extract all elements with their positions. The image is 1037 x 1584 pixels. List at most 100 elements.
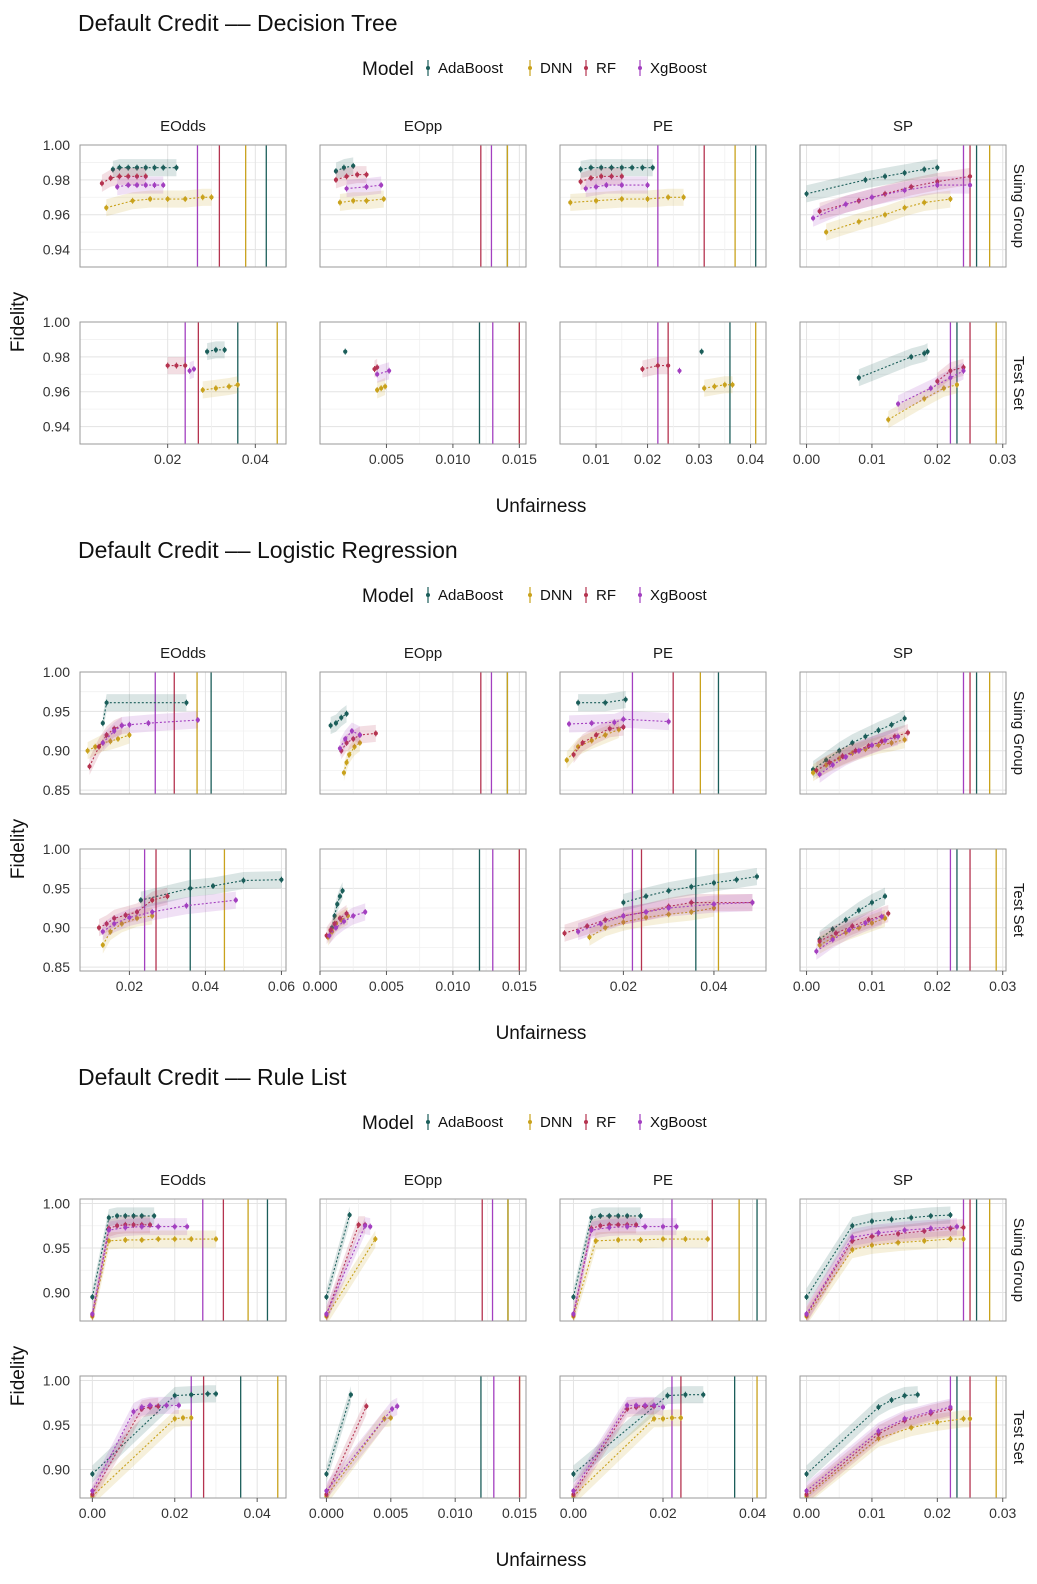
data-point-adaboost xyxy=(689,884,694,889)
series-line-dnn xyxy=(704,384,733,389)
confidence-band-adaboost xyxy=(573,1386,704,1483)
confidence-band-adaboost xyxy=(858,343,928,387)
data-point-dnn xyxy=(127,732,132,738)
x-tick-label: 0.04 xyxy=(242,451,269,467)
data-point-xgboost xyxy=(645,182,650,188)
panel-sp-test-set: 0.00 0.01 0.02 0.03 xyxy=(793,1375,1017,1521)
legend-label-rf: RF xyxy=(596,587,616,604)
confidence-band-dnn xyxy=(106,188,212,217)
series-line-xgboost xyxy=(812,184,971,219)
data-point-dnn xyxy=(587,935,592,940)
data-point-xgboost xyxy=(571,1488,576,1493)
confidence-band-rf xyxy=(819,167,971,220)
x-tick-label: 0.01 xyxy=(858,451,885,467)
y-tick-label: 0.94 xyxy=(43,242,70,258)
data-point-rf xyxy=(90,1492,95,1497)
data-point-dnn xyxy=(869,920,875,926)
data-point-xgboost xyxy=(876,1230,881,1235)
series-line-xgboost xyxy=(102,899,236,933)
data-point-rf xyxy=(375,365,380,370)
data-point-xgboost xyxy=(902,1416,907,1421)
panel-plot-area xyxy=(571,1199,758,1321)
data-point-xgboost xyxy=(856,748,861,753)
legend-label-xgboost: XgBoost xyxy=(650,587,708,604)
data-point-adaboost xyxy=(603,700,608,705)
data-point-xgboost xyxy=(324,1311,329,1316)
data-point-dnn xyxy=(876,743,881,748)
confidence-band-adaboost xyxy=(578,691,626,712)
data-point-dnn xyxy=(373,1236,378,1242)
data-point-dnn xyxy=(93,744,98,749)
chart-block-0: Default Credit –– Decision Tree Model AdaB… xyxy=(8,10,1027,517)
panel-plot-area xyxy=(328,672,509,794)
confidence-band-dnn xyxy=(806,1410,971,1498)
data-point-adaboost xyxy=(665,1393,670,1398)
panel-eopp-test-set: 0.000 0.005 0.010 0.015 xyxy=(302,848,537,994)
data-point-xgboost xyxy=(357,732,362,738)
panel-background xyxy=(80,849,286,971)
data-point-xgboost xyxy=(869,743,875,748)
data-point-xgboost xyxy=(106,1228,111,1233)
data-point-xgboost xyxy=(333,925,339,930)
data-point-dnn xyxy=(616,727,621,732)
data-point-xgboost xyxy=(850,1235,855,1240)
y-tick-label: 1.00 xyxy=(43,314,70,330)
data-point-xgboost xyxy=(642,1403,648,1408)
data-point-dnn xyxy=(156,1236,161,1242)
data-point-adaboost xyxy=(174,165,179,170)
confidence-band-adaboost xyxy=(92,1385,216,1483)
data-point-dnn xyxy=(643,915,649,920)
data-point-xgboost xyxy=(343,736,348,742)
data-point-rf xyxy=(882,191,888,196)
data-point-adaboost xyxy=(588,165,594,170)
confidence-band-dnn xyxy=(704,376,733,397)
data-point-xgboost xyxy=(127,915,132,920)
data-point-xgboost xyxy=(146,721,151,726)
panel-border xyxy=(79,144,287,268)
panel-eopp-suing-group xyxy=(319,671,527,795)
data-point-rf xyxy=(150,898,155,903)
data-point-adaboost xyxy=(341,165,347,170)
data-point-rf xyxy=(850,1238,855,1243)
data-point-xgboost xyxy=(882,738,888,743)
data-point-xgboost xyxy=(368,1224,373,1229)
data-point-adaboost xyxy=(683,1392,688,1397)
confidence-band-adaboost xyxy=(92,1207,155,1306)
series-line-rf xyxy=(325,1406,367,1495)
data-point-dnn xyxy=(593,1238,598,1243)
data-point-dnn xyxy=(941,386,946,391)
confidence-band-dnn xyxy=(570,188,684,212)
data-point-xgboost xyxy=(364,184,369,189)
panel-plot-area xyxy=(85,672,212,794)
data-point-xgboost xyxy=(928,1226,933,1231)
x-tick-label: 0.02 xyxy=(924,1505,951,1521)
series-line-adaboost xyxy=(573,1394,704,1475)
confidence-band-rf xyxy=(326,1397,367,1498)
data-point-xgboost xyxy=(589,721,594,726)
data-point-dnn xyxy=(722,382,727,387)
data-point-adaboost xyxy=(609,165,614,170)
data-point-adaboost xyxy=(598,1213,603,1219)
series-line-rf xyxy=(335,174,367,181)
data-point-xgboost xyxy=(583,186,588,191)
panel-plot-area xyxy=(343,322,521,444)
confidence-band-xgboost xyxy=(585,176,648,198)
x-tick-label: 0.01 xyxy=(858,978,885,994)
data-point-xgboost xyxy=(817,772,822,777)
data-point-adaboost xyxy=(184,700,189,705)
data-point-rf xyxy=(594,732,599,738)
confidence-band-dnn xyxy=(339,190,384,212)
panel-eodds-test-set: 0.00 0.02 0.04 xyxy=(79,1375,287,1521)
data-point-xgboost xyxy=(375,372,380,377)
data-point-rf xyxy=(117,174,122,179)
data-point-rf xyxy=(599,174,604,179)
data-point-rf xyxy=(869,1234,875,1239)
panel-plot-area xyxy=(810,672,991,794)
data-point-xgboost xyxy=(902,188,907,193)
confidence-band-xgboost xyxy=(377,362,390,383)
data-point-adaboost xyxy=(734,877,739,882)
confidence-band-xgboost xyxy=(92,1396,179,1498)
data-point-adaboost xyxy=(850,740,855,745)
series-line-rf xyxy=(91,1405,159,1495)
data-point-xgboost xyxy=(677,368,682,373)
